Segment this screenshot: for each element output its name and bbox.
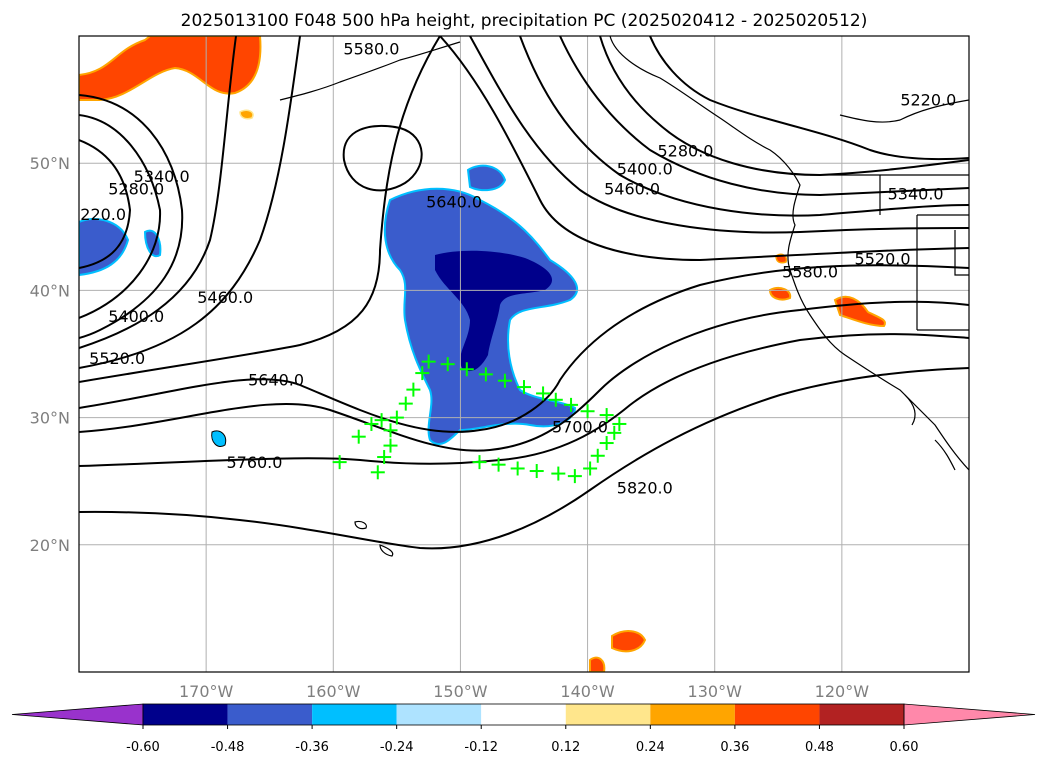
colorbar-segment [734, 704, 820, 725]
cross-marker [377, 450, 392, 465]
cross-marker [536, 386, 551, 401]
contour-label: 5460.0 [604, 180, 660, 199]
colorbar-tick-label: -0.24 [380, 740, 414, 755]
lat-tick-label: 40°N [30, 281, 70, 300]
colorbar-tick-label: -0.36 [295, 740, 329, 755]
colorbar-extend-low [11, 703, 144, 726]
cross-marker [332, 455, 347, 470]
colorbar-segment [565, 704, 651, 725]
colorbar-segment [650, 704, 735, 725]
contour-label: 5220.0 [900, 91, 956, 110]
contour-label: 5280.0 [657, 141, 713, 160]
cross-marker [459, 362, 474, 377]
cross-marker [421, 354, 436, 369]
contour-label: 5520.0 [855, 250, 911, 269]
colorbar-segment [481, 704, 566, 725]
lon-tick-label: 150°W [433, 682, 488, 701]
contour-label: 5460.0 [197, 288, 253, 307]
contour-label: 5760.0 [226, 453, 282, 472]
cross-marker [580, 404, 595, 419]
height-contours [79, 36, 969, 550]
cross-marker [383, 438, 398, 453]
cross-marker [607, 425, 622, 440]
colorbar-segment [396, 704, 482, 725]
map-frame [78, 35, 970, 673]
cross-marker [590, 448, 605, 463]
colorbar-tick-label: -0.60 [126, 740, 160, 755]
cross-marker [564, 397, 579, 412]
cross-marker [548, 392, 563, 407]
axis-tick-labels: 170°W 160°W 150°W 140°W 130°W 120°W 20°N 30°N 40… [30, 154, 870, 701]
contour-label: 5400.0 [108, 307, 164, 326]
gridlines [79, 36, 969, 672]
colorbar-tick-label: 0.60 [890, 740, 919, 755]
colorbar-segment [227, 704, 313, 725]
cross-marker [364, 416, 379, 431]
cross-marker [529, 464, 544, 479]
cross-marker [415, 366, 430, 381]
colorbar-tick-label: 0.36 [720, 740, 749, 755]
contour-labels: 5580.05220.05280.05340.05400.05460.05520… [70, 40, 956, 498]
chart-title: 2025013100 F048 500 hPa height, precipit… [181, 11, 868, 31]
cross-marker [612, 416, 627, 431]
contour-label: 5640.0 [248, 370, 304, 389]
contour-label: 5340.0 [888, 185, 944, 204]
cross-marker [599, 436, 614, 451]
cross-marker [510, 461, 525, 476]
contour-label: 5400.0 [617, 159, 673, 178]
colorbar-frame [142, 703, 905, 726]
colorbar: -0.60 -0.48 -0.36 -0.24 -0.12 0.12 0.24 0.36 0.4… [11, 703, 1036, 755]
contour-label: 5580.0 [782, 262, 838, 281]
contour-label: 5640.0 [426, 192, 482, 211]
lat-tick-label: 20°N [30, 536, 70, 555]
contour-label: 5700.0 [552, 418, 608, 437]
colorbar-tick-label: 0.48 [805, 740, 834, 755]
cross-marker [517, 380, 531, 395]
cross-marker [567, 469, 582, 484]
contour-label: 5820.0 [617, 479, 673, 498]
cross-marker [440, 357, 455, 372]
colorbar-segment [819, 704, 904, 725]
lon-tick-label: 120°W [815, 682, 870, 701]
lat-tick-label: 30°N [30, 409, 70, 428]
cross-marker [497, 373, 512, 388]
lon-tick-label: 160°W [306, 682, 361, 701]
cross-marker [374, 413, 389, 428]
colorbar-tick-label: -0.48 [211, 740, 245, 755]
contour-label: 5580.0 [343, 40, 399, 59]
cross-marker [398, 396, 413, 411]
contour-label: 5520.0 [89, 349, 145, 368]
lon-tick-label: 170°W [179, 682, 234, 701]
precip-shading [79, 36, 886, 672]
cross-marker [472, 455, 487, 470]
colorbar-tick-label: -0.12 [464, 740, 498, 755]
colorbar-tick-label: 0.24 [636, 740, 665, 755]
colorbar-extend-high [903, 703, 1036, 726]
map-area: 5580.05220.05280.05340.05400.05460.05520… [70, 36, 969, 672]
cross-marker [370, 465, 385, 480]
colorbar-segment [143, 704, 228, 725]
cross-marker [491, 457, 506, 472]
cross-marker [583, 461, 598, 476]
contour-label: 5220.0 [70, 205, 126, 224]
lat-tick-label: 50°N [30, 154, 70, 173]
contour-label: 5280.0 [108, 180, 164, 199]
cross-marker [551, 466, 566, 481]
cross-markers [332, 354, 627, 484]
cross-marker [389, 410, 404, 425]
cross-marker [478, 367, 493, 382]
lon-tick-label: 130°W [688, 682, 743, 701]
contour-label: 5340.0 [134, 167, 190, 186]
cross-marker [351, 429, 366, 444]
lon-tick-label: 140°W [560, 682, 615, 701]
colorbar-segment [312, 704, 397, 725]
cross-marker [406, 382, 421, 397]
cross-marker [383, 423, 398, 438]
colorbar-tick-label: 0.12 [551, 740, 580, 755]
cross-marker [599, 408, 614, 423]
